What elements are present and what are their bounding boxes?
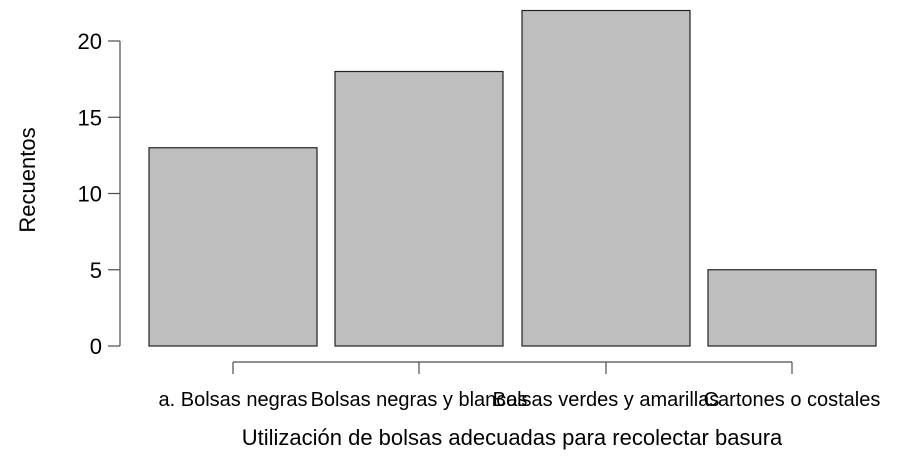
bar (148, 147, 318, 347)
y-axis: 0 5 10 15 20 (78, 29, 121, 359)
y-tick-label: 5 (90, 258, 102, 283)
x-axis-label: Utilización de bolsas adecuadas para rec… (242, 425, 783, 450)
x-tick-label: Bolsas negras y blancas (311, 389, 528, 411)
y-axis-label: Recuentos (15, 127, 40, 232)
x-tick-label: a. Bolsas negras (159, 389, 308, 411)
x-tick-label: Bolsas verdes y amarillas (493, 389, 720, 411)
x-axis: a. Bolsas negras Bolsas negras y blancasB… (159, 361, 881, 411)
y-tick-label: 20 (78, 29, 102, 54)
x-tick-label: Cartones o costales (704, 389, 881, 411)
y-tick-label: 15 (78, 105, 102, 130)
bars (148, 9, 877, 347)
bar (334, 70, 504, 347)
y-tick-label: 10 (78, 182, 102, 207)
x-ticks: a. Bolsas negras Bolsas negras y blancasB… (159, 362, 881, 411)
bar (707, 269, 877, 347)
y-tick-label: 0 (90, 334, 102, 359)
bar (521, 9, 691, 347)
y-ticks: 0 5 10 15 20 (78, 29, 120, 359)
